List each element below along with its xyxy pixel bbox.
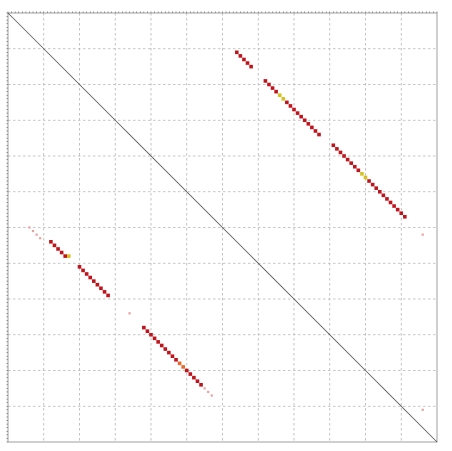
dot-mark xyxy=(331,143,336,148)
dot-mark xyxy=(210,394,213,397)
dot-mark xyxy=(156,340,160,344)
dot-mark xyxy=(77,265,82,269)
dot-mark xyxy=(49,240,53,244)
dot-mark xyxy=(106,293,110,298)
dot-mark xyxy=(374,186,379,190)
dot-mark xyxy=(142,325,146,330)
dot-mark xyxy=(299,114,303,119)
dot-mark xyxy=(338,150,343,155)
dot-mark xyxy=(192,375,196,380)
dot-mark xyxy=(59,250,64,255)
dot-mark xyxy=(421,408,424,411)
dot-mark xyxy=(39,237,42,240)
dot-mark xyxy=(249,64,253,69)
dot-mark xyxy=(128,312,131,315)
dot-mark xyxy=(288,104,293,108)
dot-mark xyxy=(181,365,185,369)
dot-mark xyxy=(184,368,189,373)
dot-mark xyxy=(421,233,424,236)
dot-mark xyxy=(295,111,300,115)
dot-mark xyxy=(277,93,282,98)
dot-mark xyxy=(56,247,60,251)
dot-mark xyxy=(88,275,93,280)
dot-mark xyxy=(352,164,357,169)
dot-mark xyxy=(159,343,164,348)
dot-mark xyxy=(313,129,318,133)
dot-mark xyxy=(207,390,210,394)
dot-mark xyxy=(102,290,107,294)
dot-mark xyxy=(167,350,171,355)
dot-mark xyxy=(195,379,200,384)
dot-mark xyxy=(317,132,321,137)
dot-mark xyxy=(242,57,246,62)
dot-mark xyxy=(95,282,100,287)
dot-mark xyxy=(349,161,353,165)
dot-mark xyxy=(28,226,31,229)
dot-mark xyxy=(345,157,350,162)
dot-mark xyxy=(235,50,239,55)
dot-mark xyxy=(92,279,96,283)
dot-mark xyxy=(367,179,371,183)
dot-mark xyxy=(31,229,35,233)
dot-mark xyxy=(285,100,289,105)
dot-mark xyxy=(388,200,393,205)
dot-mark xyxy=(238,54,243,58)
dot-mark xyxy=(274,89,278,94)
dot-mark xyxy=(378,189,382,194)
dot-mark xyxy=(360,172,364,176)
dot-mark xyxy=(174,357,178,362)
dot-mark xyxy=(52,243,57,248)
dot-mark xyxy=(399,211,404,215)
dot-mark xyxy=(281,97,286,101)
dot-mark xyxy=(177,361,182,366)
dot-mark xyxy=(66,254,71,258)
plot-border xyxy=(7,12,438,443)
diagonal-line xyxy=(7,12,438,443)
dot-mark xyxy=(163,347,168,351)
dot-mark xyxy=(199,383,203,387)
dot-mark xyxy=(306,122,311,126)
dot-mark xyxy=(270,86,275,90)
dot-mark xyxy=(392,204,396,208)
dot-mark xyxy=(152,336,157,341)
dot-mark xyxy=(170,354,175,358)
dot-mark xyxy=(385,197,389,201)
dot-mark xyxy=(145,329,150,333)
dot-mark xyxy=(99,286,103,291)
dot-mark xyxy=(403,214,407,219)
dot-mark xyxy=(302,118,307,123)
dot-mark xyxy=(188,372,193,376)
dot-mark xyxy=(292,107,296,112)
dot-mark xyxy=(63,254,67,258)
dot-mark xyxy=(363,175,368,180)
dot-mark xyxy=(267,82,271,87)
dot-mark xyxy=(356,168,361,173)
dot-mark xyxy=(310,125,314,130)
dot-mark xyxy=(35,233,38,236)
dot-mark xyxy=(335,147,339,151)
dot-mark xyxy=(395,207,400,212)
dot-mark xyxy=(84,272,89,276)
dot-mark xyxy=(381,193,386,198)
dot-mark xyxy=(370,182,375,187)
dot-mark xyxy=(81,268,85,273)
dot-marks xyxy=(28,50,424,411)
dot-mark xyxy=(263,79,268,83)
dot-mark xyxy=(149,332,153,337)
dot-mark xyxy=(245,61,250,65)
dot-mark xyxy=(203,387,206,390)
dot-mark xyxy=(342,154,346,158)
